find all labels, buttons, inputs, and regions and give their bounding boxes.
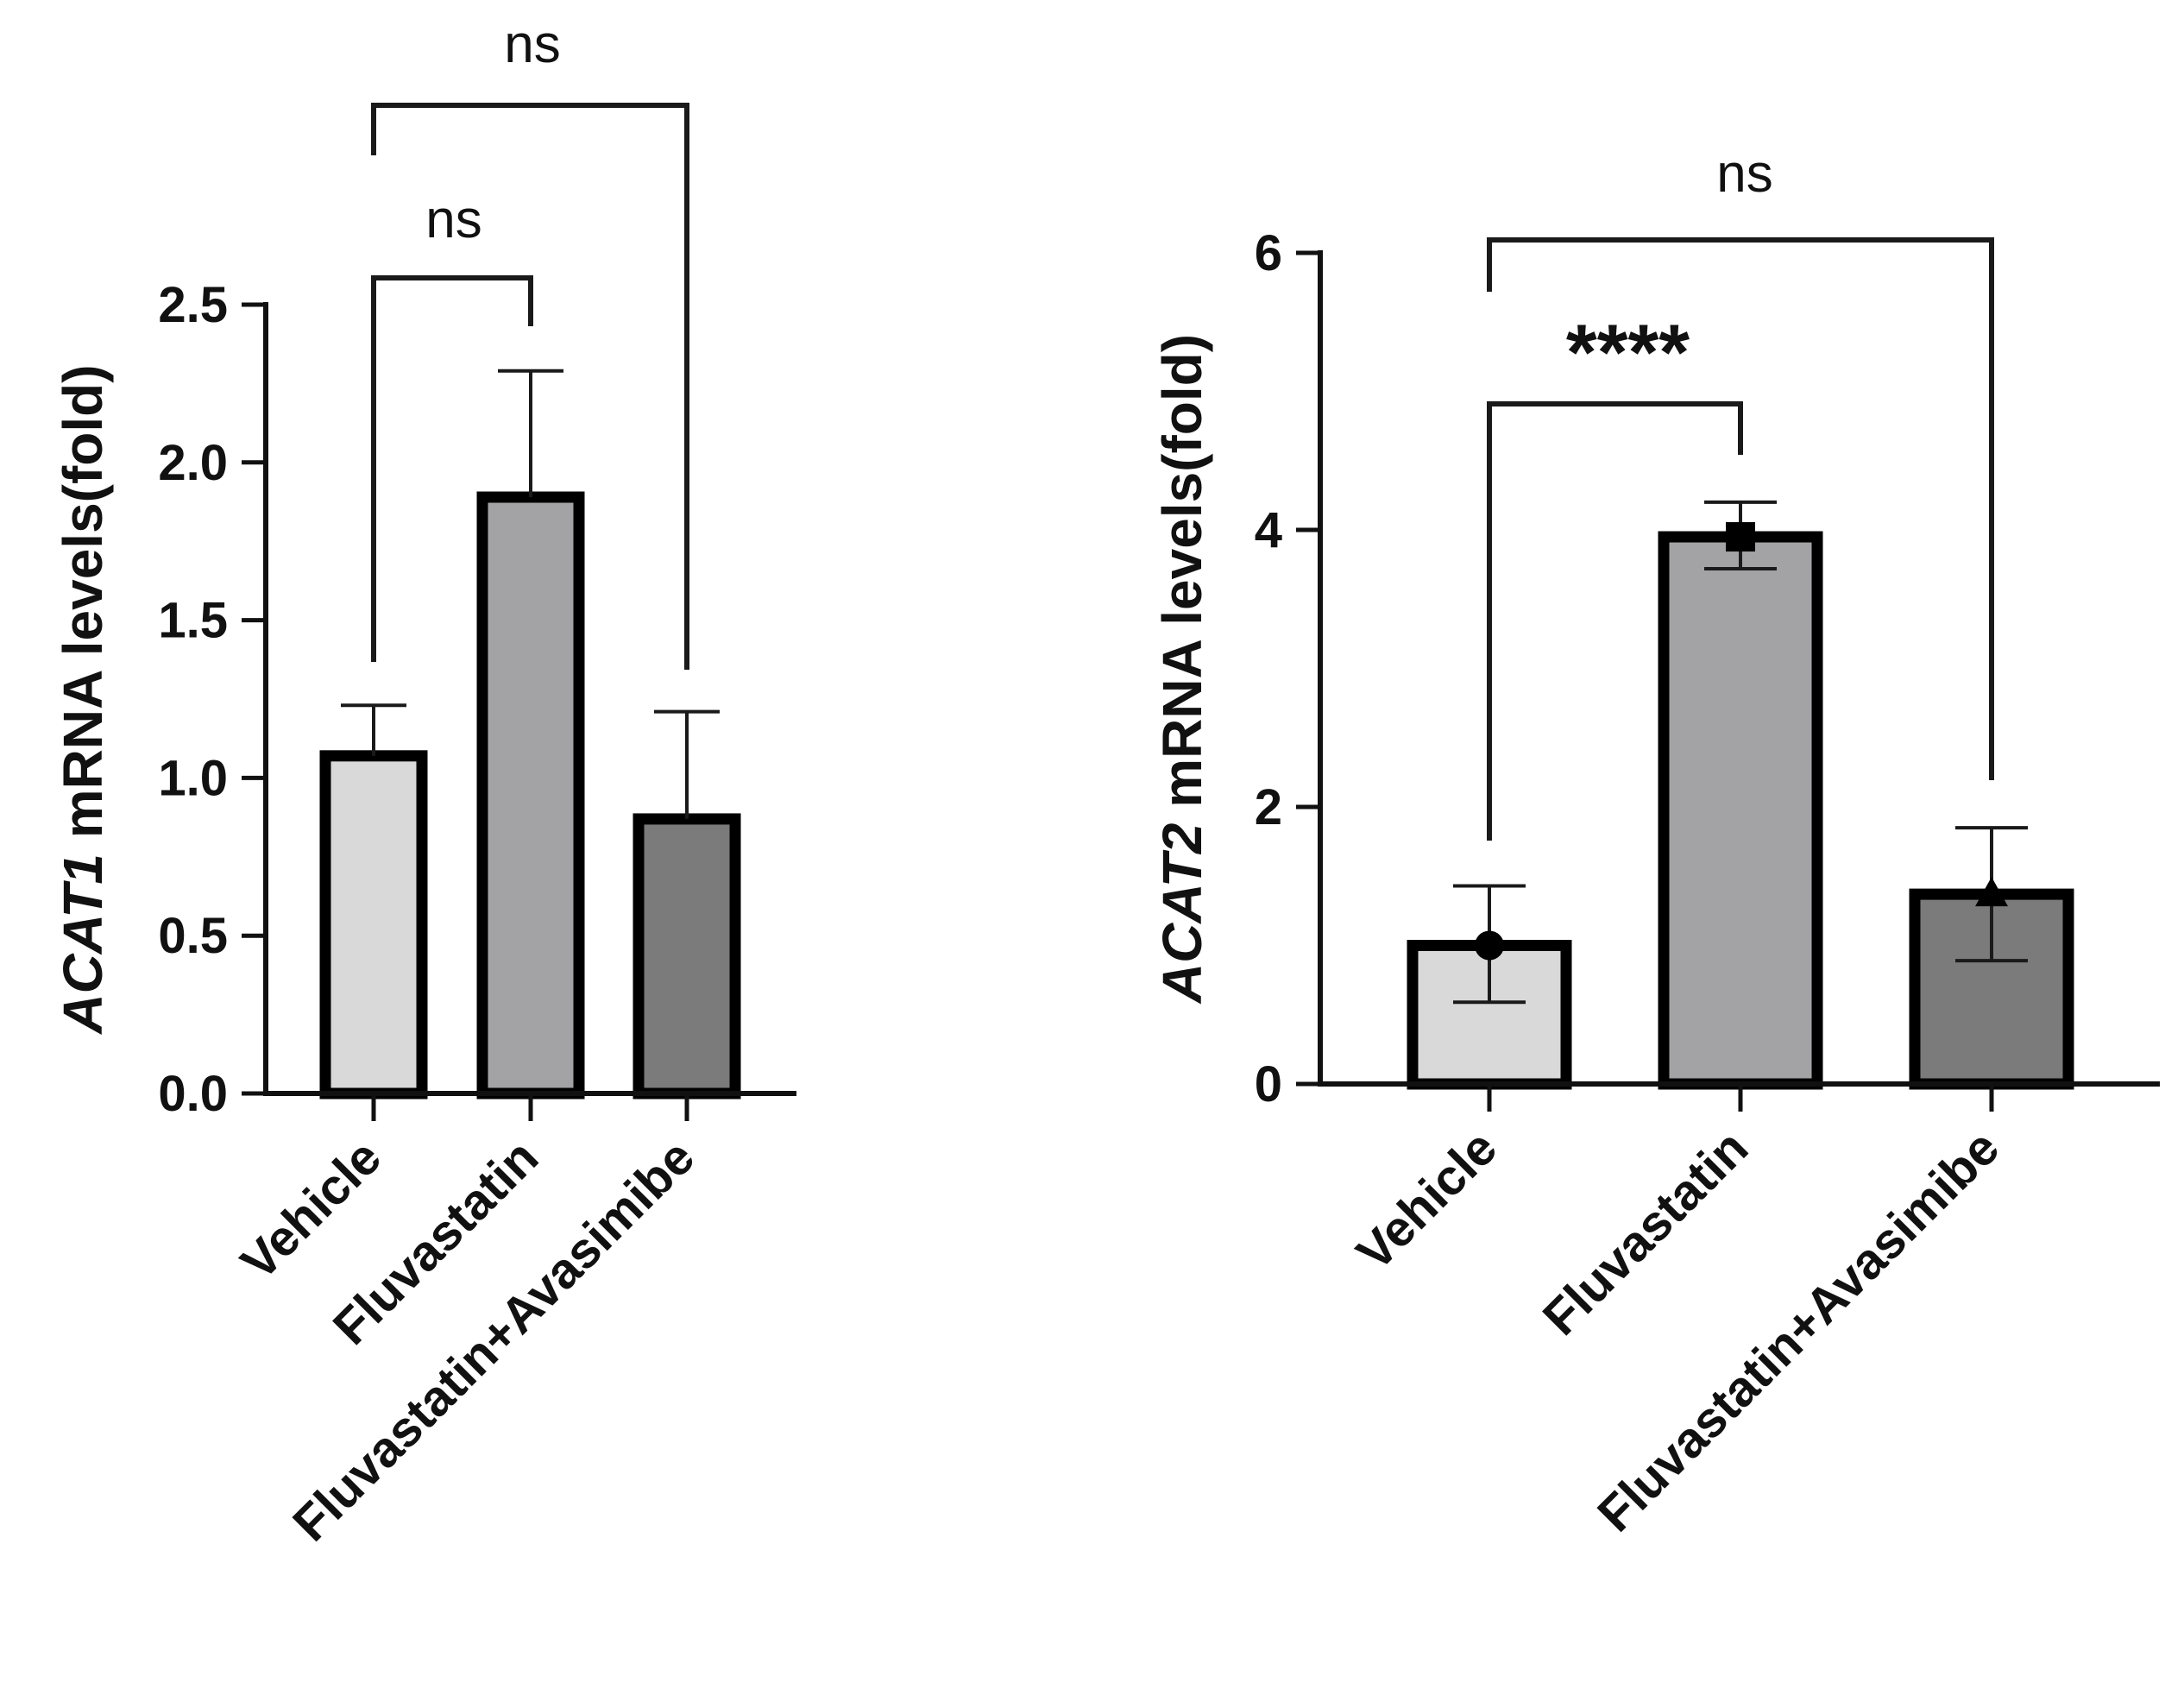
y-tick-label: 2 xyxy=(1255,779,1282,835)
y-tick-label: 0 xyxy=(1255,1056,1282,1112)
significance-label: **** xyxy=(1566,309,1690,397)
chart-acat1: 0.00.51.01.52.02.5VehicleFluvastatinFluv… xyxy=(52,15,796,1552)
data-point-circle xyxy=(1475,930,1504,961)
y-axis-label-text: mRNA levels(fold) xyxy=(52,364,114,854)
y-axis-label: ACAT2 mRNA levels(fold) xyxy=(1151,334,1213,1005)
bar-fluvastatin xyxy=(1658,531,1823,1090)
significance-bracket xyxy=(1487,237,1994,780)
significance-bracket xyxy=(1487,401,1743,841)
y-tick-label: 2.0 xyxy=(158,435,228,491)
significance-label: ns xyxy=(1716,144,1772,204)
y-axis-label: ACAT1 mRNA levels(fold) xyxy=(52,364,114,1035)
y-axis-label-gene: ACAT2 xyxy=(1151,823,1213,1005)
x-tick-label: Fluvastatin xyxy=(1533,1119,1759,1345)
y-tick-label: 0.5 xyxy=(158,908,228,964)
significance-bracket xyxy=(371,103,689,670)
bar-vehicle xyxy=(319,750,428,1100)
chart-acat2: 0 2 4 6 Vehicle FluvastatinFluvastatin+Avasim… xyxy=(1151,144,2160,1542)
y-tick-label: 0.0 xyxy=(158,1066,228,1122)
x-tick-label: Fluvastatin+Avasimibe xyxy=(1587,1119,2010,1542)
significance-bracket xyxy=(371,275,533,662)
y-axis-label-text: mRNA levels(fold) xyxy=(1151,334,1213,823)
y-tick-label: 4 xyxy=(1255,502,1282,558)
y-tick-label: 2.5 xyxy=(158,277,228,333)
bar-fluvastatin-avasimibe xyxy=(633,813,741,1100)
bar-fluvastatin xyxy=(476,491,585,1100)
y-tick-label: 1.5 xyxy=(158,593,228,649)
significance-label: ns xyxy=(425,190,481,249)
data-point-square xyxy=(1726,522,1755,552)
y-axis-label-gene: ACAT1 xyxy=(52,854,114,1036)
data-point-triangle xyxy=(1975,877,2008,907)
y-tick-label: 1.0 xyxy=(158,750,228,806)
x-tick-label: Vehicle xyxy=(230,1129,392,1290)
x-tick-label: Vehicle xyxy=(1346,1119,1507,1281)
significance-label: ns xyxy=(504,15,560,74)
y-tick-label: 6 xyxy=(1255,225,1282,281)
